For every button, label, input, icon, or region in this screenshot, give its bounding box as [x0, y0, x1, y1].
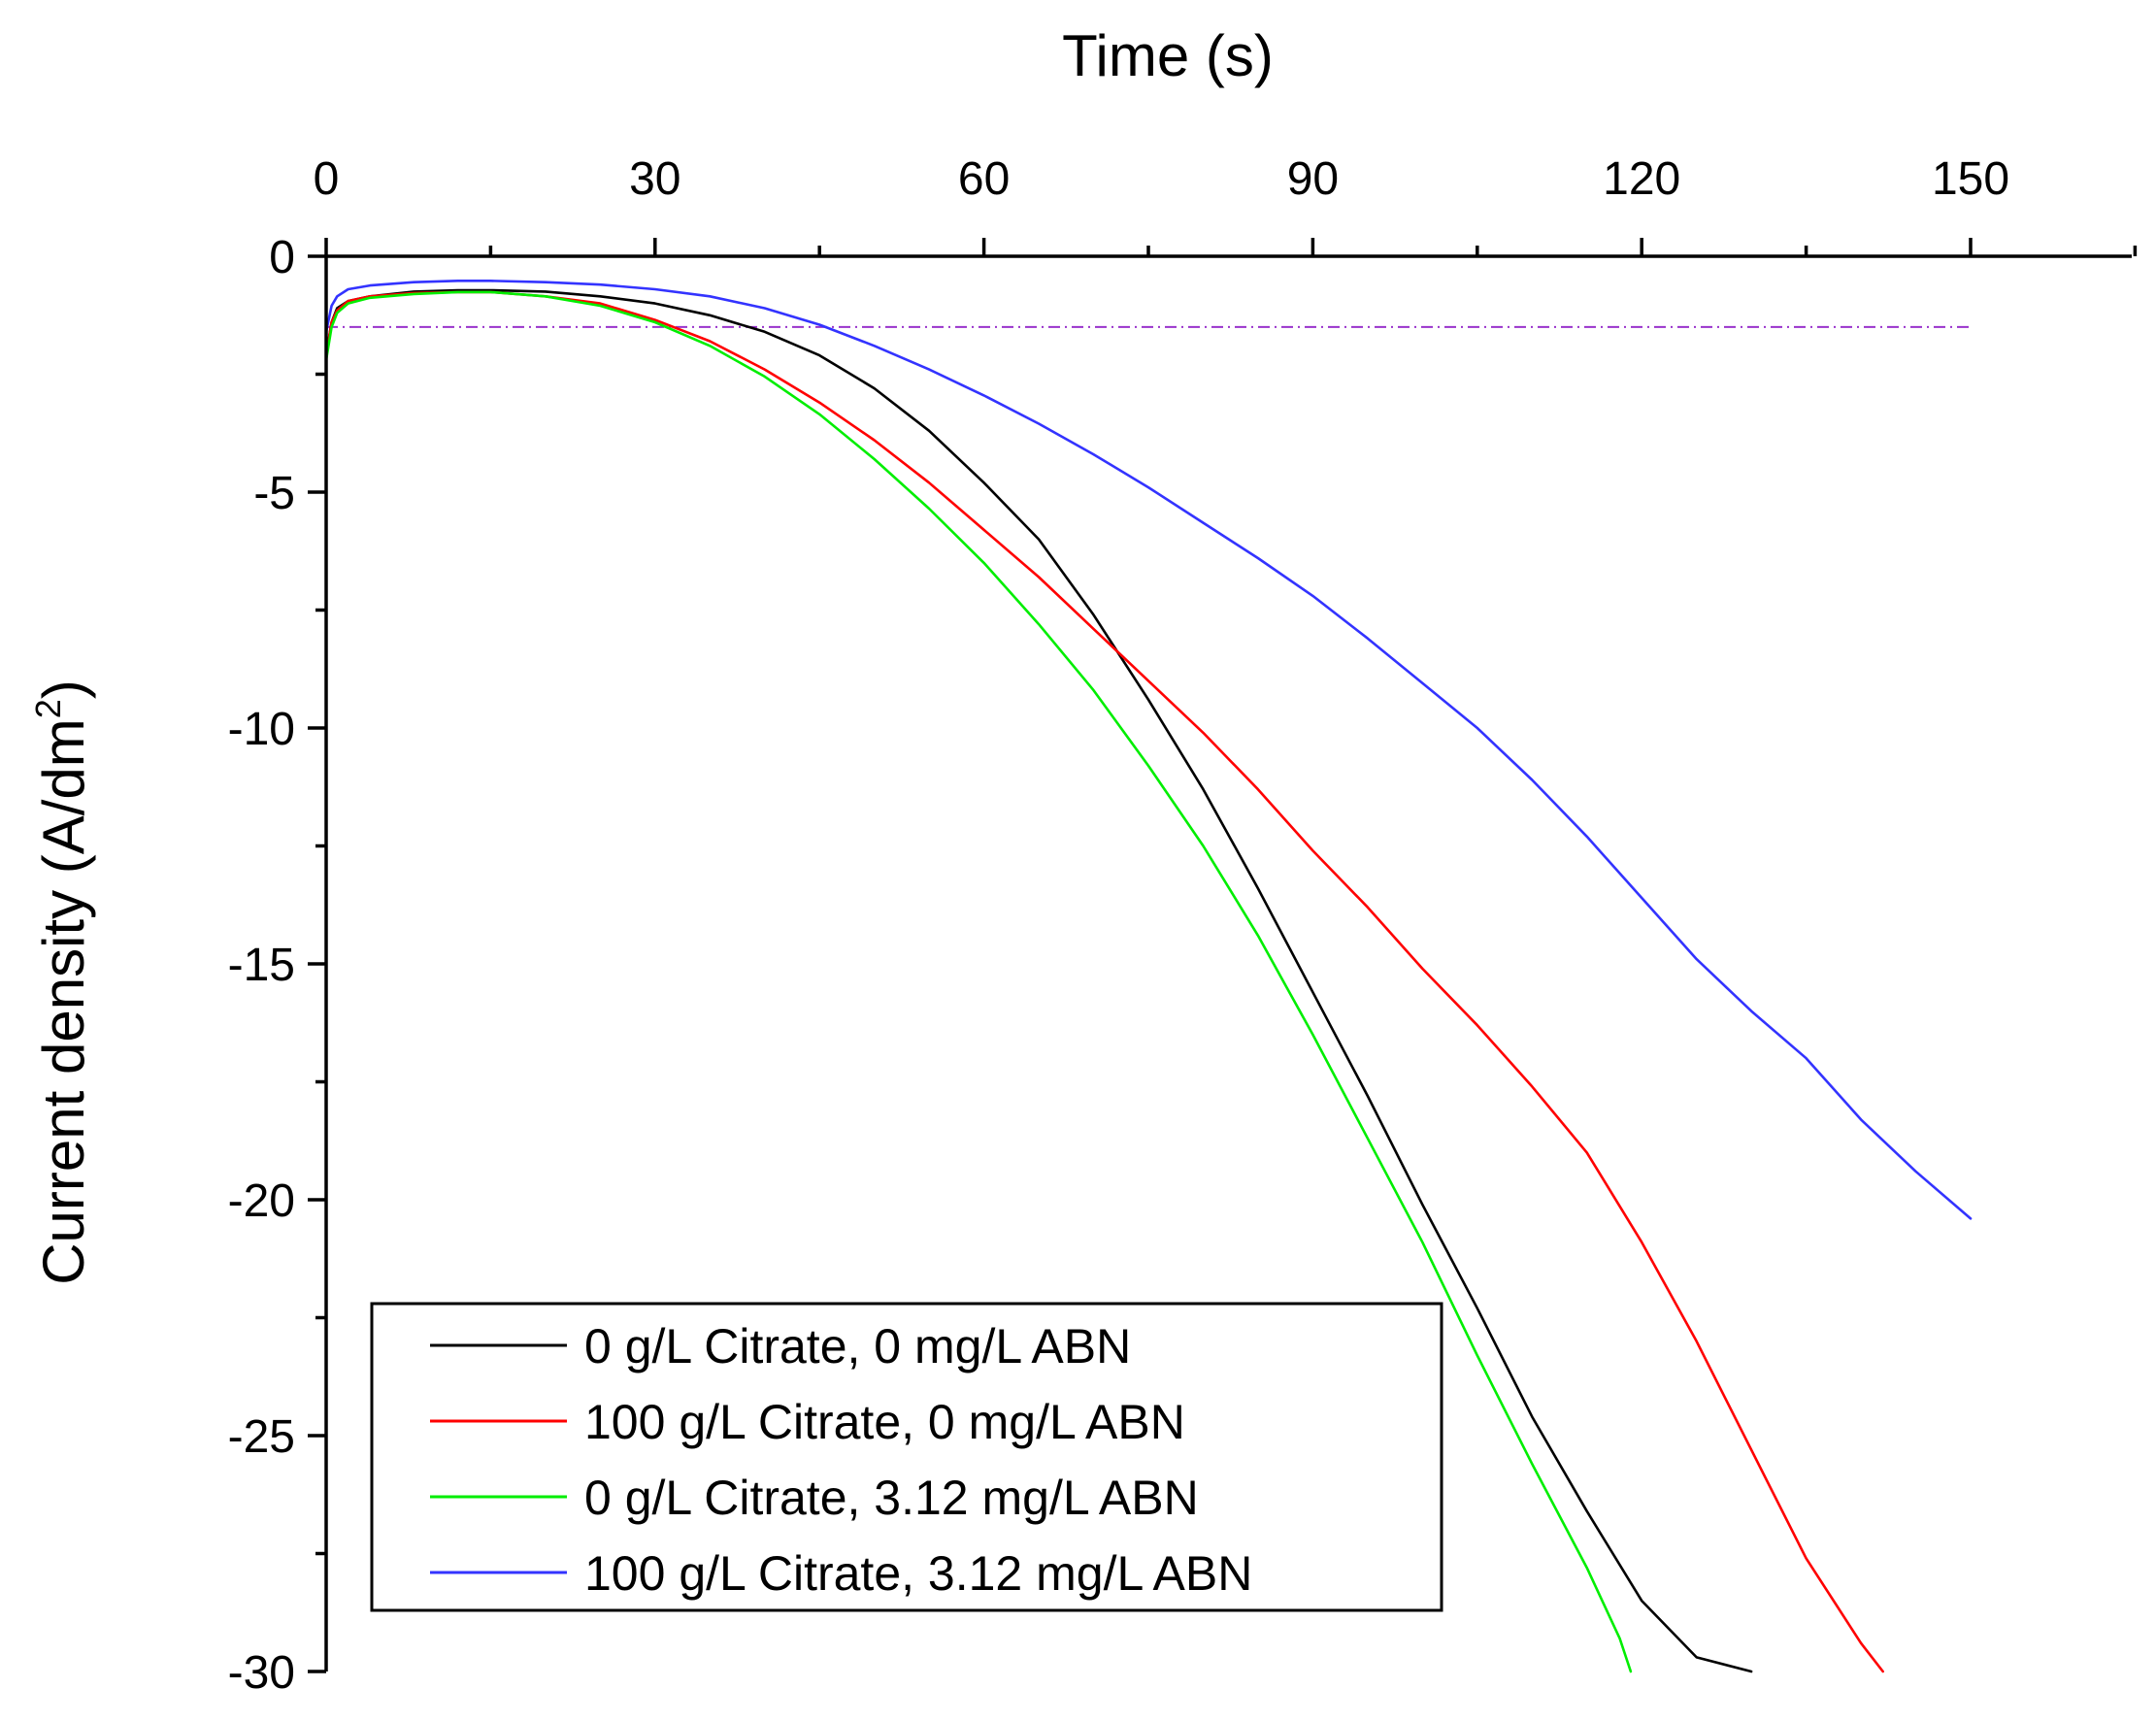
- legend: 0 g/L Citrate, 0 mg/L ABN 100 g/L Citrate…: [370, 1302, 1443, 1612]
- x-tick-label: 150: [1932, 153, 2009, 205]
- legend-label-2: 100 g/L Citrate, 0 mg/L ABN: [584, 1395, 1185, 1449]
- x-tick-label: 60: [958, 153, 1010, 205]
- y-tick-label: -20: [228, 1175, 295, 1227]
- y-axis-title-main: Current density (A/dm: [31, 718, 96, 1285]
- y-tick-label: -25: [228, 1411, 295, 1463]
- series-layer: [324, 280, 1973, 1673]
- y-tick-label: -30: [228, 1647, 295, 1699]
- x-tick-label: 90: [1287, 153, 1339, 205]
- x-tick-label: 30: [629, 153, 680, 205]
- axes-layer: 0 30 60 90 120 150 0 -5 -10 -15 -20 -25 -30: [228, 153, 2138, 1699]
- series-line-1: [324, 288, 1753, 1673]
- y-axis-title-close: ): [31, 679, 96, 699]
- series-line-3: [324, 290, 1633, 1673]
- y-tick-label: -5: [253, 468, 295, 519]
- legend-label-4: 100 g/L Citrate, 3.12 mg/L ABN: [584, 1546, 1252, 1601]
- plot-area: 0 30 60 90 120 150 0 -5 -10 -15 -20 -25 -30: [228, 153, 2138, 1699]
- legend-label-3: 0 g/L Citrate, 3.12 mg/L ABN: [584, 1471, 1199, 1525]
- legend-label-1: 0 g/L Citrate, 0 mg/L ABN: [584, 1319, 1131, 1373]
- y-axis-title-superscript: 2: [28, 699, 68, 718]
- legend-box: [370, 1302, 1443, 1612]
- x-tick-label: 0: [314, 153, 340, 205]
- x-tick-label: 120: [1603, 153, 1680, 205]
- y-tick-label: -10: [228, 704, 295, 755]
- y-axis-title: Current density (A/dm2): [28, 679, 96, 1285]
- y-tick-label: 0: [269, 232, 295, 283]
- series-line-4: [324, 280, 1973, 1220]
- y-tick-label: -15: [228, 940, 295, 991]
- x-axis-title: Time (s): [1062, 23, 1274, 88]
